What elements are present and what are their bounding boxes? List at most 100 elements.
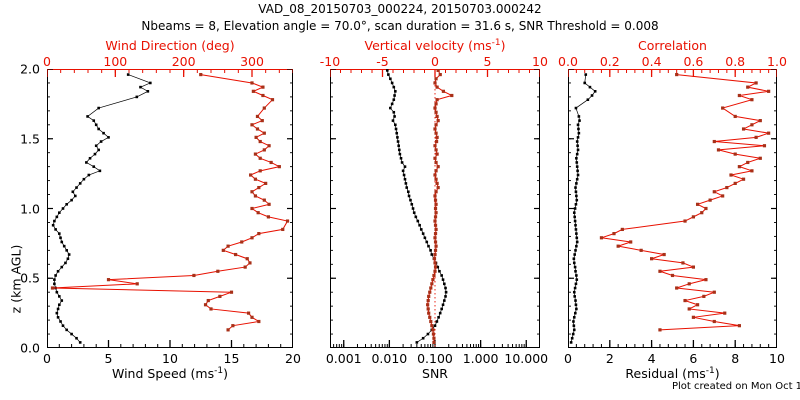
snr-marker	[405, 186, 409, 189]
wind-speed-marker	[61, 207, 65, 210]
wind-direction-marker	[218, 294, 222, 298]
vertical-velocity-marker	[427, 294, 431, 298]
residual-marker	[571, 332, 575, 336]
snr-marker	[429, 249, 432, 252]
correlation-marker	[670, 273, 675, 278]
vertical-velocity-marker	[433, 219, 437, 223]
x-tick-label-bottom: 0.001	[325, 351, 362, 366]
vertical-velocity-marker	[433, 252, 437, 257]
x-axis-title-bottom: Residual (ms-1)	[625, 366, 720, 382]
x-tick-label-bottom: 10	[162, 351, 178, 366]
wind-speed-marker	[107, 136, 110, 139]
vertical-velocity-marker	[431, 332, 436, 336]
panel-wind	[47, 69, 293, 348]
snr-marker	[407, 190, 410, 194]
wind-speed-marker	[65, 328, 68, 332]
vertical-velocity-marker	[433, 173, 437, 177]
residual-marker	[574, 203, 578, 206]
vertical-velocity-marker	[429, 286, 433, 290]
wind-speed-marker	[99, 140, 103, 143]
wind-direction-marker	[253, 152, 258, 156]
correlation-marker	[702, 294, 706, 298]
wind-direction-marker	[253, 194, 258, 198]
wind-direction-marker	[249, 173, 253, 177]
wind-speed-marker	[92, 119, 96, 122]
snr-marker	[409, 198, 412, 202]
residual-marker	[578, 119, 581, 122]
vertical-velocity-marker	[434, 244, 438, 248]
wind-direction-marker	[277, 165, 281, 169]
plot-timestamp-footer: Plot created on Mon Oct 12 20:34:41 2015	[672, 381, 800, 392]
vertical-velocity-marker	[433, 236, 437, 240]
wind-speed-marker	[98, 169, 102, 173]
snr-marker	[407, 194, 411, 198]
residual-marker	[574, 223, 577, 227]
wind-direction-marker	[221, 248, 225, 252]
residual-marker	[573, 207, 577, 210]
residual-marker	[574, 299, 577, 302]
vertical-velocity-marker	[434, 190, 438, 194]
vertical-velocity-marker	[433, 81, 437, 85]
wind-direction-marker	[270, 98, 275, 102]
wind-speed-marker	[60, 240, 64, 244]
snr-marker	[395, 131, 399, 135]
vertical-velocity-marker	[433, 127, 437, 131]
wind-direction-marker	[250, 123, 254, 127]
snr-marker	[393, 115, 396, 118]
wind-speed-marker	[146, 90, 150, 93]
panel-residual-plot-area	[568, 69, 777, 348]
wind-direction-marker	[206, 298, 210, 303]
wind-direction-marker	[250, 81, 254, 85]
snr-marker	[430, 253, 434, 256]
wind-speed-marker	[94, 144, 98, 148]
vertical-velocity-marker	[433, 156, 437, 160]
snr-marker	[437, 316, 440, 319]
x-tick-label-top: 1.0	[767, 54, 787, 69]
x-tick-label-bottom: 8	[731, 351, 740, 366]
vertical-velocity-marker	[433, 232, 438, 236]
residual-marker	[572, 320, 575, 323]
x-tick-label-top: 200	[171, 54, 196, 69]
residual-marker	[574, 190, 578, 194]
residual-marker	[575, 161, 579, 164]
snr-marker	[443, 299, 446, 302]
residual-marker	[575, 274, 578, 277]
snr-marker	[390, 81, 394, 85]
wind-speed-marker	[82, 177, 86, 181]
residual-marker	[573, 265, 577, 269]
vertical-velocity-marker	[426, 298, 430, 303]
wind-direction-marker	[251, 89, 255, 93]
x-tick-label-bottom: 10.000	[504, 351, 549, 366]
vertical-velocity-marker	[434, 169, 438, 173]
correlation-marker	[616, 244, 620, 248]
wind-direction-marker	[246, 311, 251, 315]
wind-speed-marker	[55, 215, 59, 219]
residual-marker	[575, 140, 579, 143]
wind-speed-marker	[58, 303, 61, 307]
vertical-velocity-marker	[432, 257, 437, 261]
residual-marker	[572, 316, 576, 319]
vertical-velocity-marker	[436, 69, 440, 72]
residual-marker	[574, 186, 577, 189]
wind-direction-marker	[267, 144, 271, 148]
correlation-marker	[721, 194, 725, 198]
snr-marker	[444, 290, 448, 294]
vertical-velocity-marker	[433, 198, 438, 202]
x-tick-label-bottom: 0.100	[417, 351, 453, 366]
snr-marker	[423, 236, 427, 240]
residual-marker	[577, 115, 581, 118]
snr-marker	[403, 177, 407, 181]
wind-direction-marker	[203, 303, 208, 307]
x-tick-label-bottom: 1.000	[462, 351, 499, 366]
wind-speed-marker	[102, 131, 105, 135]
y-tick-label: 1.5	[20, 131, 40, 147]
wind-speed-marker	[70, 198, 73, 202]
vertical-velocity-marker	[434, 160, 438, 165]
snr-marker	[433, 324, 437, 327]
correlation-marker	[733, 181, 737, 185]
snr-marker	[435, 320, 439, 323]
correlation-marker	[750, 169, 754, 173]
residual-marker	[574, 311, 577, 315]
wind-speed-marker	[87, 173, 91, 177]
snr-marker	[438, 311, 442, 315]
